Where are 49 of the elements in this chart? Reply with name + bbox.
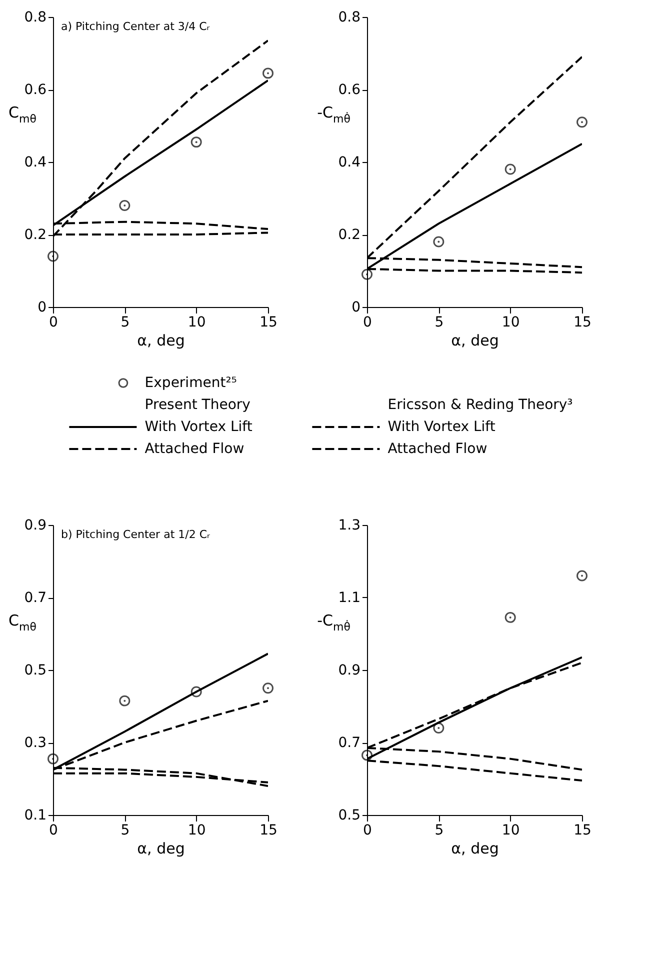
y-tick-label: 0.5	[24, 662, 46, 678]
y-tick-label: 1.1	[338, 590, 360, 606]
x-tick-label: 15	[260, 314, 278, 330]
y-tick-label: 0	[352, 300, 360, 316]
y-tick-label: 0.7	[338, 735, 360, 751]
y-tick-label: 0.8	[338, 10, 360, 26]
x-tick-label: 0	[49, 314, 58, 330]
text: Present Theory	[144, 397, 250, 413]
legend-label: Attached Flow	[388, 441, 488, 457]
y-tick-label: 0.9	[24, 518, 46, 534]
x-tick-label: 0	[363, 822, 372, 838]
y-tick-label: 0.9	[338, 662, 360, 678]
x-axis-title: α, deg	[137, 332, 185, 350]
y-tick-label: 0.5	[338, 808, 360, 824]
chart-title: a) Pitching Center at 3/4 Cᵣ	[61, 20, 210, 33]
legend-label: Attached Flow	[144, 441, 244, 457]
y-tick-label: 0	[38, 300, 46, 316]
x-tick-label: 10	[188, 822, 206, 838]
x-tick-label: 0	[363, 314, 372, 330]
y-tick-label: 0.4	[338, 154, 361, 170]
y-tick-label: 0.4	[24, 154, 47, 170]
x-tick-label: 15	[574, 822, 592, 838]
x-tick-label: 5	[120, 822, 130, 838]
y-tick-label: 1.3	[338, 518, 360, 534]
x-axis-title: α, deg	[137, 840, 185, 858]
x-tick-label: 0	[49, 822, 58, 838]
y-tick-label: 0.7	[24, 590, 46, 606]
y-tick-label: 0.6	[24, 82, 47, 98]
legend-label: With Vortex Lift	[144, 419, 253, 435]
legend-label: Experiment²⁵	[144, 375, 237, 391]
chart-title: b) Pitching Center at 1/2 Cᵣ	[61, 528, 210, 541]
x-tick-label: 5	[120, 314, 130, 330]
x-tick-label: 5	[434, 314, 444, 330]
x-tick-label: 15	[574, 314, 592, 330]
y-tick-label: 0.2	[338, 227, 360, 243]
text: Ericsson & Reding Theory³	[388, 397, 573, 413]
x-axis-title: α, deg	[451, 332, 499, 350]
y-tick-label: 0.1	[24, 808, 46, 824]
x-tick-label: 5	[434, 822, 444, 838]
y-tick-label: 0.8	[24, 10, 46, 26]
legend-label: With Vortex Lift	[388, 419, 496, 435]
x-tick-label: 10	[502, 822, 520, 838]
y-tick-label: 0.3	[24, 735, 46, 751]
x-axis-title: α, deg	[451, 840, 499, 858]
y-tick-label: 0.2	[24, 227, 46, 243]
x-tick-label: 10	[502, 314, 520, 330]
y-tick-label: 0.6	[338, 82, 361, 98]
x-tick-label: 15	[260, 822, 278, 838]
x-tick-label: 10	[188, 314, 206, 330]
